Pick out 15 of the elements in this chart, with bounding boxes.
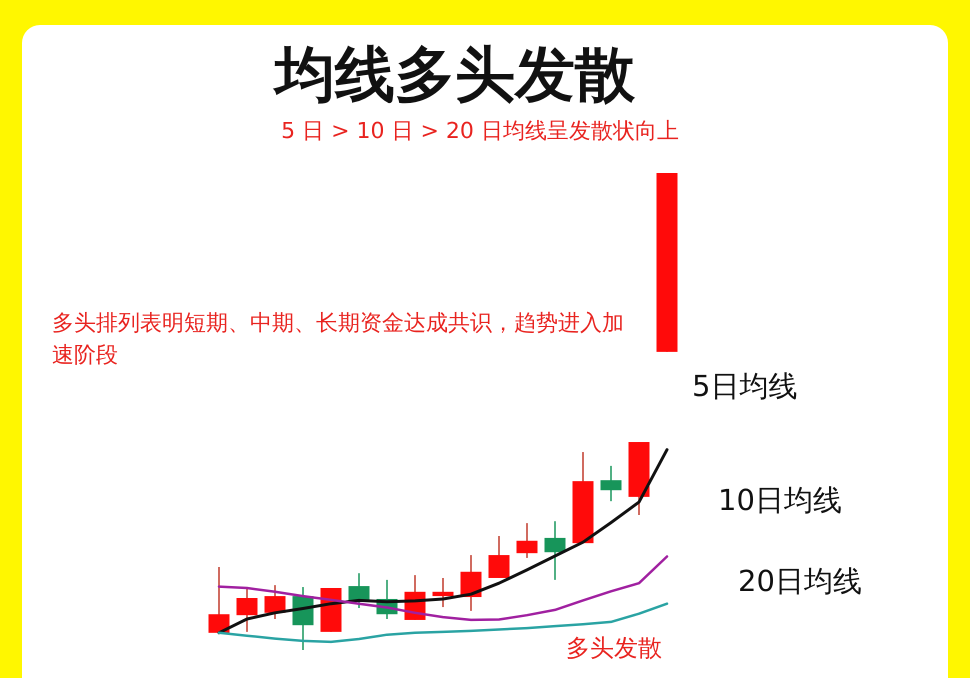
candlestick [208, 566, 230, 634]
candlestick [600, 465, 622, 502]
text: 10日均线 [718, 482, 842, 517]
chart-subtitle: 5 日 > 10 日 > 20 日均线呈发散状向上 [281, 119, 679, 144]
candlestick [432, 577, 454, 608]
chart-title: 均线多头发散 [272, 40, 636, 110]
annotation: 多头排列表明短期、中期、长期资金达成共识，趋势进入加速阶段 [52, 311, 624, 368]
candlestick [236, 587, 258, 633]
candlestick [264, 584, 286, 620]
candlestick [488, 535, 510, 579]
annotation: 多头发散 [566, 634, 662, 662]
candlestick [516, 522, 538, 559]
series-label: 5日均线 [692, 368, 798, 403]
text: 20日均线 [738, 564, 862, 598]
candlestick [544, 520, 566, 581]
